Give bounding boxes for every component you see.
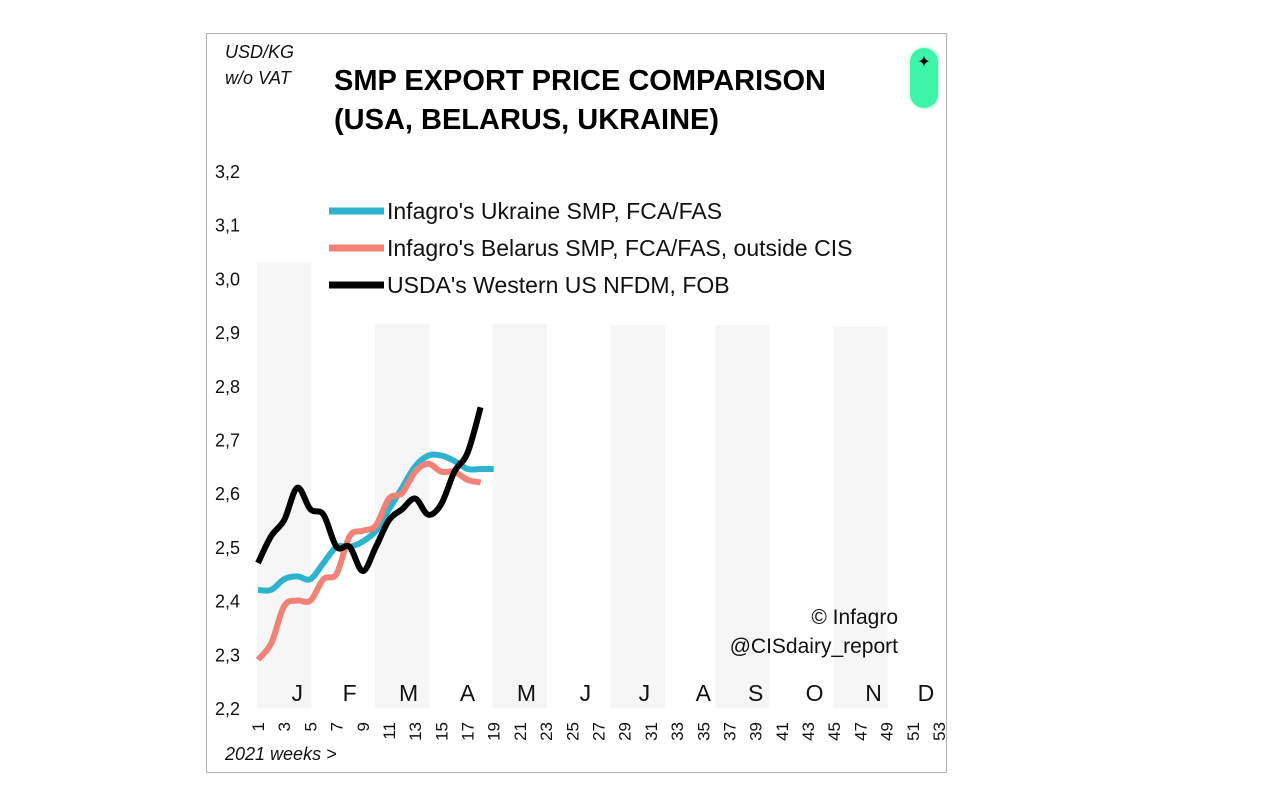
month-label: J (580, 680, 592, 706)
x-tick-label: 45 (825, 722, 844, 741)
x-tick-label: 1 (249, 722, 268, 731)
month-bands (257, 262, 888, 708)
chart-title-line2: (USA, BELARUS, UKRAINE) (334, 104, 720, 136)
legend-belarus-label: Infagro's Belarus SMP, FCA/FAS, outside … (387, 235, 852, 261)
month-band-6 (833, 326, 888, 708)
sparkle-icon: ✦ (917, 52, 931, 71)
month-label: S (748, 680, 763, 706)
credit-line1: © Infagro (811, 606, 898, 629)
y-axis-ticks: 2,2 2,3 2,4 2,5 2,6 2,7 2,8 2,9 3,0 3,1 3,2 (215, 162, 240, 719)
month-label: M (399, 680, 418, 706)
x-tick-label: 3 (275, 722, 294, 731)
month-label: A (696, 680, 712, 706)
unit-label-line2: w/o VAT (225, 68, 291, 88)
y-tick-label: 2,2 (215, 699, 240, 719)
x-tick-label: 33 (668, 722, 687, 741)
legend: Infagro's Ukraine SMP, FCA/FAS Infagro's … (329, 198, 852, 298)
x-tick-label: 41 (773, 722, 792, 741)
usda-series-line (255, 406, 484, 575)
y-tick-label: 2,7 (215, 431, 240, 451)
month-label: A (460, 680, 476, 706)
month-band-1 (257, 262, 312, 708)
month-label: F (343, 680, 357, 706)
x-tick-label: 31 (642, 722, 661, 741)
x-tick-label: 5 (301, 722, 320, 731)
y-tick-label: 2,4 (215, 592, 240, 612)
y-tick-label: 3,0 (215, 269, 240, 289)
y-tick-label: 2,6 (215, 484, 240, 504)
x-tick-label: 15 (432, 722, 451, 741)
month-label: J (292, 680, 304, 706)
month-label: J (639, 680, 651, 706)
y-tick-label: 2,9 (215, 323, 240, 343)
month-label: M (517, 680, 536, 706)
ukraine-series-line (257, 451, 494, 594)
x-tick-label: 53 (930, 722, 946, 741)
unit-label-line1: USD/KG (225, 42, 295, 62)
y-tick-label: 2,3 (215, 645, 240, 665)
x-tick-label: 43 (799, 722, 818, 741)
x-tick-label: 13 (406, 722, 425, 741)
x-tick-label: 35 (694, 722, 713, 741)
month-band-4 (610, 325, 665, 708)
credit-line2: @CISdairy_report (729, 635, 898, 658)
x-tick-label: 51 (904, 722, 923, 741)
month-band-5 (715, 325, 770, 708)
y-tick-label: 3,2 (215, 162, 240, 182)
legend-ukraine-label: Infagro's Ukraine SMP, FCA/FAS (387, 198, 722, 224)
y-tick-label: 2,8 (215, 377, 240, 397)
belarus-series-line (255, 460, 482, 662)
y-tick-label: 3,1 (215, 216, 240, 236)
x-tick-label: 47 (851, 722, 870, 741)
x-tick-label: 25 (563, 722, 582, 741)
x-tick-label: 39 (747, 722, 766, 741)
x-tick-label: 17 (459, 722, 478, 741)
series-lines (255, 406, 494, 662)
x-tick-label: 23 (537, 722, 556, 741)
x-tick-label: 49 (878, 722, 897, 741)
legend-usda-label: USDA's Western US NFDM, FOB (387, 272, 730, 298)
chart-title-line1: SMP EXPORT PRICE COMPARISON (334, 65, 826, 97)
x-axis-label: 2021 weeks > (225, 744, 337, 764)
sparkle-badge[interactable]: ✦ (910, 48, 938, 108)
x-tick-label: 27 (590, 722, 609, 741)
x-tick-label: 19 (485, 722, 504, 741)
month-label: O (806, 680, 824, 706)
x-axis-ticks: 1 3 5 7 9 11 13 15 17 19 21 23 25 27 29 31 33 35 37 39 41 43 4… (249, 722, 946, 741)
x-tick-label: 9 (354, 722, 373, 731)
month-band-3 (492, 324, 548, 708)
y-tick-label: 2,5 (215, 538, 240, 558)
month-label: N (865, 680, 882, 706)
x-tick-label: 37 (720, 722, 739, 741)
month-label: D (918, 680, 935, 706)
x-tick-label: 29 (616, 722, 635, 741)
x-tick-label: 21 (511, 722, 530, 741)
x-tick-label: 11 (380, 722, 399, 740)
x-tick-label: 7 (328, 722, 347, 731)
